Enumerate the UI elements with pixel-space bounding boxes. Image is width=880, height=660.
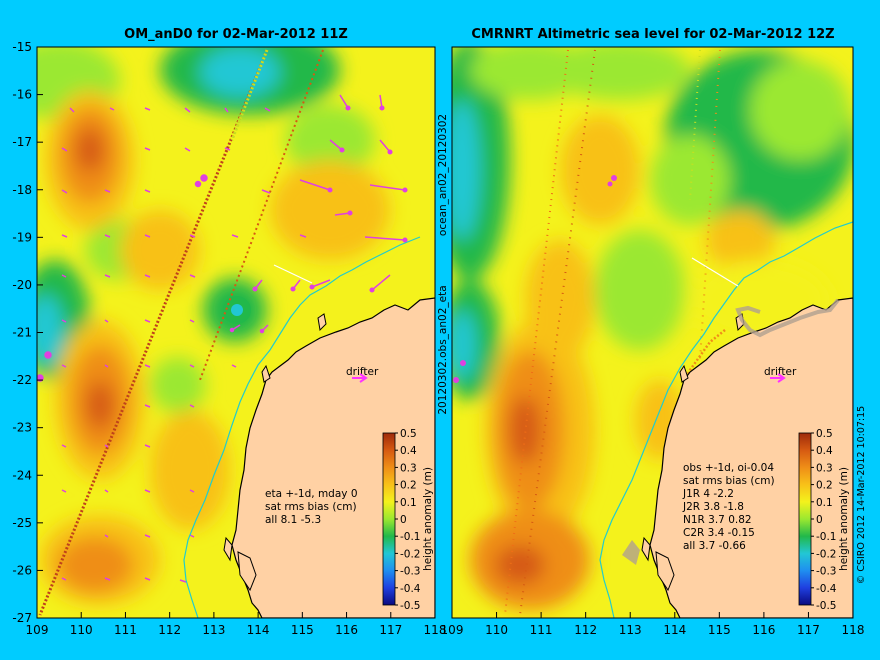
left-colorbar-tick-label: -0.5 bbox=[400, 600, 421, 612]
left-stats-line-1: sat rms bias (cm) bbox=[265, 501, 357, 513]
left-map-panel: OM_anD0 for 02-Mar-2012 11Z bbox=[12, 27, 458, 637]
left-colorbar-tick-label: 0 bbox=[400, 514, 407, 526]
left-drifter-legend: drifter bbox=[346, 366, 379, 383]
right-x-tick-label: 118 bbox=[842, 623, 865, 637]
right-colorbar-tick-label: -0.2 bbox=[816, 548, 837, 560]
right-satellite-tracks bbox=[453, 49, 726, 616]
right-panel-title: CMRNRT Altimetric sea level for 02-Mar-2… bbox=[471, 27, 834, 42]
right-drifter-arrow-icon bbox=[770, 373, 786, 383]
right-colorbar-tick-label: 0.3 bbox=[816, 462, 833, 474]
left-colorbar-tick-label: 0.5 bbox=[400, 428, 417, 440]
right-stats-line-6: all 3.7 -0.66 bbox=[683, 540, 746, 552]
left-y-tick-label: -16 bbox=[12, 88, 32, 102]
right-colorbar-tick-label: 0.5 bbox=[816, 428, 833, 440]
right-x-tick-label: 117 bbox=[797, 623, 820, 637]
right-stats-line-0: obs +-1d, oi-0.04 bbox=[683, 462, 774, 474]
right-x-tick-label: 110 bbox=[485, 623, 508, 637]
right-colorbar: 0.5 0.4 0.3 0.2 0.1 0 -0.1 -0.2 -0.3 -0.4 -0.5 hei… bbox=[798, 428, 850, 612]
left-y-tick-label: -15 bbox=[12, 40, 32, 54]
right-x-tick-label: 112 bbox=[574, 623, 597, 637]
right-side-label-top: ocean_an02_20120302 bbox=[437, 114, 449, 236]
left-y-tick-label: -26 bbox=[12, 563, 32, 577]
left-drifter-vectors bbox=[37, 94, 408, 583]
left-colorbar-tick-label: -0.2 bbox=[400, 548, 421, 560]
left-x-tick-label: 112 bbox=[158, 623, 181, 637]
right-x-tick-label: 115 bbox=[708, 623, 731, 637]
left-x-tick-label: 109 bbox=[26, 623, 49, 637]
left-colorbar-label: height anomaly (m) bbox=[422, 467, 434, 571]
right-x-tick-label: 111 bbox=[530, 623, 553, 637]
left-x-tick-label: 116 bbox=[335, 623, 358, 637]
left-y-tick-label: -25 bbox=[12, 516, 32, 530]
right-x-axis: 109 110 111 112 113 114 115 116 117 118 bbox=[441, 612, 865, 637]
right-x-tick-label: 113 bbox=[619, 623, 642, 637]
right-colorbar-label: height anomaly (m) bbox=[838, 467, 850, 571]
left-drifter-arrow-icon bbox=[352, 373, 368, 383]
left-stats-box: eta +-1d, mday 0 sat rms bias (cm) all 8… bbox=[265, 488, 358, 526]
right-stats-line-2: J1R 4 -2.2 bbox=[682, 488, 734, 500]
left-colorbar-tick-label: 0.1 bbox=[400, 497, 417, 509]
right-x-tick-label: 109 bbox=[441, 623, 464, 637]
right-colorbar-tick-label: -0.3 bbox=[816, 566, 837, 578]
left-x-tick-label: 114 bbox=[247, 623, 270, 637]
left-y-tick-label: -23 bbox=[12, 421, 32, 435]
left-y-tick-label: -19 bbox=[12, 230, 32, 244]
right-x-tick-label: 116 bbox=[752, 623, 775, 637]
right-stats-line-3: J2R 3.8 -1.8 bbox=[682, 501, 744, 513]
right-stats-line-5: C2R 3.4 -0.15 bbox=[683, 527, 755, 539]
left-y-tick-label: -18 bbox=[12, 183, 32, 197]
credit-text: © CSIRO 2012 14-Mar-2012 10:07:15 bbox=[856, 406, 867, 584]
right-map-panel: CMRNRT Altimetric sea level for 02-Mar-2… bbox=[437, 27, 867, 637]
right-colorbar-tick-label: 0.4 bbox=[816, 445, 833, 457]
left-y-tick-label: -27 bbox=[12, 611, 32, 625]
right-stats-line-1: sat rms bias (cm) bbox=[683, 475, 775, 487]
right-stats-line-4: N1R 3.7 0.82 bbox=[683, 514, 752, 526]
left-y-tick-label: -24 bbox=[12, 468, 32, 482]
left-x-tick-label: 118 bbox=[424, 623, 447, 637]
left-satellite-tracks bbox=[38, 49, 324, 616]
right-drifter-label: drifter bbox=[764, 366, 797, 378]
left-colorbar-tick-label: 0.3 bbox=[400, 462, 417, 474]
left-x-tick-label: 115 bbox=[291, 623, 314, 637]
left-x-tick-label: 113 bbox=[202, 623, 225, 637]
left-y-tick-label: -17 bbox=[12, 135, 32, 149]
left-colorbar-tick-label: -0.4 bbox=[400, 583, 421, 595]
right-x-tick-label: 114 bbox=[663, 623, 686, 637]
left-colorbar-tick-label: -0.3 bbox=[400, 566, 421, 578]
left-x-tick-label: 117 bbox=[379, 623, 402, 637]
left-colorbar: 0.5 0.4 0.3 0.2 0.1 0 -0.1 -0.2 -0.3 -0.4 -0.5 hei… bbox=[382, 428, 434, 612]
left-colorbar-tick-label: 0.4 bbox=[400, 445, 417, 457]
right-colorbar-tick-label: 0.1 bbox=[816, 497, 833, 509]
left-y-tick-label: -20 bbox=[12, 278, 32, 292]
right-colorbar-tick-label: -0.4 bbox=[816, 583, 837, 595]
left-stats-line-0: eta +-1d, mday 0 bbox=[265, 488, 358, 500]
left-y-tick-label: -21 bbox=[12, 326, 32, 340]
right-stats-box: obs +-1d, oi-0.04 sat rms bias (cm) J1R … bbox=[682, 462, 775, 552]
left-y-tick-label: -22 bbox=[12, 373, 32, 387]
left-x-axis: 109 110 111 112 113 114 115 116 117 118 bbox=[26, 612, 447, 637]
left-x-tick-label: 110 bbox=[70, 623, 93, 637]
right-colorbar-tick-label: 0.2 bbox=[816, 480, 833, 492]
right-colorbar-tick-label: 0 bbox=[816, 514, 823, 526]
right-colorbar-tick-label: -0.5 bbox=[816, 600, 837, 612]
right-colorbar-tick-label: -0.1 bbox=[816, 531, 837, 543]
left-x-tick-label: 111 bbox=[114, 623, 137, 637]
left-colorbar-tick-label: -0.1 bbox=[400, 531, 421, 543]
left-colorbar-tick-label: 0.2 bbox=[400, 480, 417, 492]
left-drifter-label: drifter bbox=[346, 366, 379, 378]
right-drifter-legend: drifter bbox=[764, 366, 797, 383]
left-panel-title: OM_anD0 for 02-Mar-2012 11Z bbox=[124, 27, 348, 42]
left-stats-line-2: all 8.1 -5.3 bbox=[265, 514, 321, 526]
right-side-label-bottom: 20120302.obs_an02_eta bbox=[437, 285, 449, 414]
